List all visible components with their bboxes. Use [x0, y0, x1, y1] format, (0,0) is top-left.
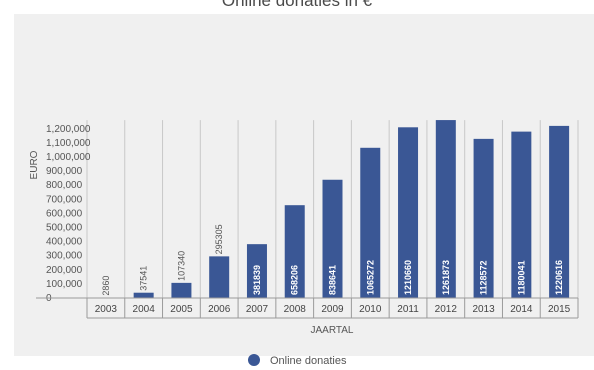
bar: [473, 138, 494, 298]
bar: [209, 256, 230, 298]
x-axis-title: JAARTAL: [311, 325, 354, 336]
x-tick-label: 2003: [95, 304, 118, 315]
bar: [322, 179, 343, 298]
bar-value-label: 295305: [214, 224, 224, 254]
bar-value-label: 1261873: [441, 260, 451, 295]
bar: [171, 282, 192, 298]
bar-value-label: 1220616: [554, 260, 564, 295]
x-tick-label: 2006: [208, 304, 231, 315]
bar-value-label: 1065272: [365, 260, 375, 295]
legend-marker: [248, 354, 260, 366]
bar-value-label: 1180041: [516, 260, 526, 295]
x-tick-label: 2015: [548, 304, 571, 315]
y-tick-label: 300,000: [46, 251, 83, 262]
x-tick-label: 2005: [170, 304, 193, 315]
x-tick-label: 2007: [246, 304, 269, 315]
y-tick-label: 1,100,000: [46, 138, 91, 149]
plot-background: [14, 14, 594, 356]
y-axis-title: EURO: [29, 150, 40, 179]
bar: [398, 127, 419, 299]
bar: [133, 292, 154, 298]
chart-title: Online donaties in €: [221, 0, 373, 10]
y-tick-label: 600,000: [46, 208, 83, 219]
bar-value-label: 1210660: [403, 260, 413, 295]
y-tick-label: 100,000: [46, 279, 83, 290]
x-tick-label: 2011: [397, 304, 419, 315]
x-tick-label: 2014: [510, 304, 533, 315]
x-tick-label: 2013: [472, 304, 495, 315]
bar-value-label: 381839: [252, 265, 262, 295]
y-tick-label: 900,000: [46, 166, 83, 177]
bar-value-label: 658206: [290, 265, 300, 295]
x-tick-label: 2010: [359, 304, 382, 315]
y-tick-label: 500,000: [46, 223, 83, 234]
bar-value-label: 2860: [101, 276, 111, 296]
x-tick-label: 2004: [133, 304, 156, 315]
x-tick-label: 2008: [284, 304, 307, 315]
y-tick-label: 700,000: [46, 194, 83, 205]
bar: [435, 120, 456, 299]
y-tick-label: 800,000: [46, 180, 83, 191]
bar: [284, 205, 305, 298]
y-tick-label: 1,200,000: [46, 124, 91, 135]
y-tick-label: 200,000: [46, 265, 83, 276]
title-band: Online donaties in €: [0, 0, 594, 14]
bar: [549, 125, 570, 298]
x-tick-label: 2009: [321, 304, 344, 315]
bar: [246, 244, 267, 298]
bar-value-label: 107340: [176, 251, 186, 281]
bar-value-label: 1128572: [479, 260, 489, 295]
bar-value-label: 37541: [139, 266, 149, 291]
y-tick-label: 400,000: [46, 237, 83, 248]
y-tick-label: 1,000,000: [46, 152, 91, 163]
bar: [511, 131, 532, 298]
x-tick-label: 2012: [435, 304, 458, 315]
bar: [360, 147, 381, 298]
legend-label: Online donaties: [270, 355, 347, 367]
bar-value-label: 838641: [328, 265, 338, 295]
